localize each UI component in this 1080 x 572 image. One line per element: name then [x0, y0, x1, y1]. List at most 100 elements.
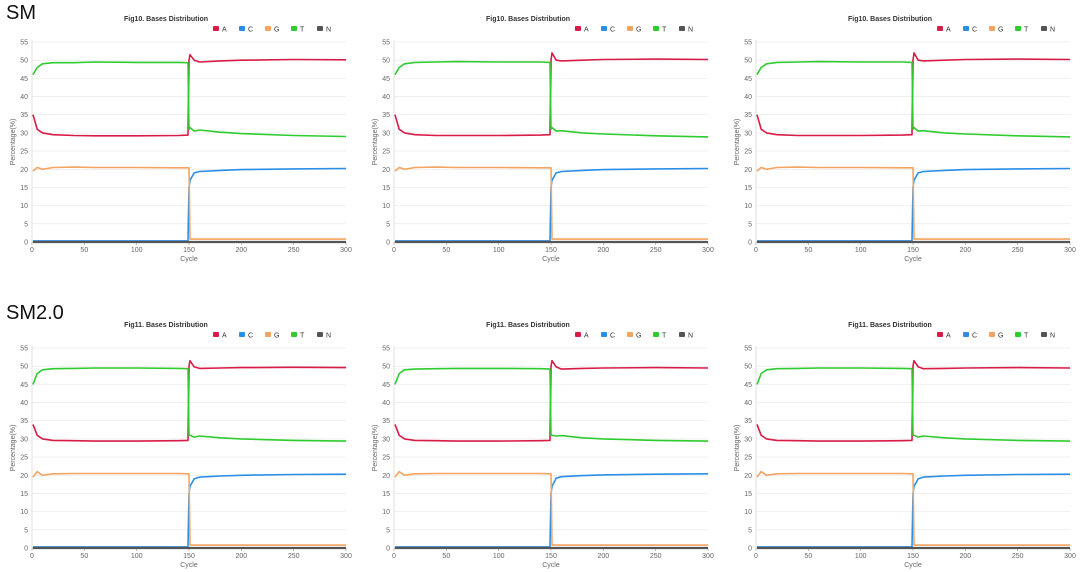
x-tick-label: 100	[131, 553, 143, 560]
y-axis-label: Percentage(%)	[10, 425, 17, 472]
y-tick-label: 20	[382, 167, 390, 174]
x-axis-label: Cycle	[180, 256, 198, 263]
y-tick-label: 55	[20, 346, 28, 353]
chart-fig11-left: Fig11. Bases Distribution A C G T N 0 5 10 15 20 25…	[10, 322, 352, 569]
y-tick-label: 40	[382, 400, 390, 407]
legend-label-t: T	[1024, 333, 1029, 340]
legend-swatch-g	[989, 332, 995, 337]
y-tick-label: 30	[20, 436, 28, 443]
y-tick-label: 0	[386, 240, 390, 247]
x-tick-label: 250	[1012, 553, 1024, 560]
legend-label-g: G	[636, 27, 641, 34]
x-axis-label: Cycle	[180, 562, 198, 569]
y-tick-label: 5	[748, 221, 752, 228]
y-axis-label: Percentage(%)	[734, 119, 741, 166]
x-tick-label: 150	[545, 553, 557, 560]
y-tick-label: 15	[382, 491, 390, 498]
x-tick-label: 250	[288, 247, 300, 254]
legend-swatch-g	[265, 332, 271, 337]
series-line-g	[32, 470, 346, 546]
legend-label-n: N	[326, 333, 331, 340]
x-tick-label: 200	[959, 247, 971, 254]
legend-swatch-g	[627, 26, 633, 31]
series-line-g	[756, 166, 1070, 240]
legend-swatch-t	[1015, 332, 1021, 337]
y-tick-label: 55	[744, 346, 752, 353]
x-axis-label: Cycle	[542, 562, 560, 569]
series-line-t	[394, 60, 709, 138]
y-tick-label: 50	[744, 58, 752, 65]
legend-swatch-t	[1015, 26, 1021, 31]
legend-swatch-c	[601, 26, 607, 31]
y-tick-label: 10	[744, 203, 752, 210]
legend-label-n: N	[688, 27, 693, 34]
y-axis-label: Percentage(%)	[372, 119, 379, 166]
legend-label-n: N	[326, 27, 331, 34]
y-tick-label: 5	[386, 221, 390, 228]
y-tick-label: 35	[20, 418, 28, 425]
series-line-g	[394, 166, 708, 240]
legend-swatch-g	[989, 26, 995, 31]
x-tick-label: 150	[907, 247, 919, 254]
x-tick-label: 0	[30, 553, 34, 560]
legend-swatch-a	[937, 332, 943, 337]
y-tick-label: 35	[744, 112, 752, 119]
y-tick-label: 5	[748, 527, 752, 534]
y-tick-label: 0	[24, 546, 28, 553]
series-line-a	[394, 52, 709, 137]
y-tick-label: 55	[744, 40, 752, 47]
x-tick-label: 50	[804, 247, 812, 254]
series-line-t	[32, 61, 347, 138]
legend-label-a: A	[222, 27, 227, 34]
y-tick-label: 10	[382, 509, 390, 516]
chart-title: Fig10. Bases Distribution	[848, 16, 932, 23]
legend-swatch-c	[239, 332, 245, 337]
x-tick-label: 150	[545, 247, 557, 254]
y-tick-label: 15	[20, 491, 28, 498]
legend-swatch-a	[213, 332, 219, 337]
y-tick-label: 5	[24, 527, 28, 534]
legend-swatch-n	[317, 332, 323, 337]
legend-label-c: C	[248, 333, 253, 340]
legend-swatch-a	[937, 26, 943, 31]
x-tick-label: 150	[183, 247, 195, 254]
chart-fig10-left: Fig10. Bases Distribution A C G T N 0 5 10 15 20 25…	[10, 16, 352, 263]
y-tick-label: 25	[20, 455, 28, 462]
legend-label-a: A	[946, 333, 951, 340]
y-tick-label: 30	[744, 130, 752, 137]
x-tick-label: 50	[442, 247, 450, 254]
y-tick-label: 20	[744, 167, 752, 174]
legend-swatch-n	[679, 26, 685, 31]
chart-title: Fig10. Bases Distribution	[124, 16, 208, 23]
x-axis-label: Cycle	[904, 256, 922, 263]
series-line-a	[32, 359, 347, 442]
series-line-t	[32, 367, 347, 442]
legend-label-c: C	[610, 333, 615, 340]
x-tick-label: 300	[340, 553, 352, 560]
legend-label-g: G	[998, 27, 1003, 34]
y-tick-label: 25	[744, 455, 752, 462]
y-tick-label: 0	[24, 240, 28, 247]
series-line-g	[394, 470, 708, 546]
x-tick-label: 0	[30, 247, 34, 254]
x-tick-label: 250	[650, 247, 662, 254]
x-axis-label: Cycle	[904, 562, 922, 569]
legend-label-c: C	[972, 333, 977, 340]
y-tick-label: 15	[744, 185, 752, 192]
x-tick-label: 300	[1064, 247, 1076, 254]
y-tick-label: 15	[20, 185, 28, 192]
chart-fig11-middle: Fig11. Bases Distribution A C G T N 0 5 10 15 20 25…	[372, 322, 714, 569]
y-tick-label: 25	[382, 149, 390, 156]
legend-label-a: A	[584, 333, 589, 340]
x-tick-label: 50	[80, 553, 88, 560]
x-tick-label: 300	[702, 247, 714, 254]
x-tick-label: 200	[235, 553, 247, 560]
legend-swatch-n	[679, 332, 685, 337]
series-line-t	[756, 367, 1071, 442]
y-tick-label: 10	[20, 509, 28, 516]
y-tick-label: 40	[20, 94, 28, 101]
chart-fig11-right: Fig11. Bases Distribution A C G T N 0 5 10 15 20 25…	[734, 322, 1076, 569]
x-tick-label: 0	[754, 553, 758, 560]
x-tick-label: 100	[493, 247, 505, 254]
x-tick-label: 150	[907, 553, 919, 560]
